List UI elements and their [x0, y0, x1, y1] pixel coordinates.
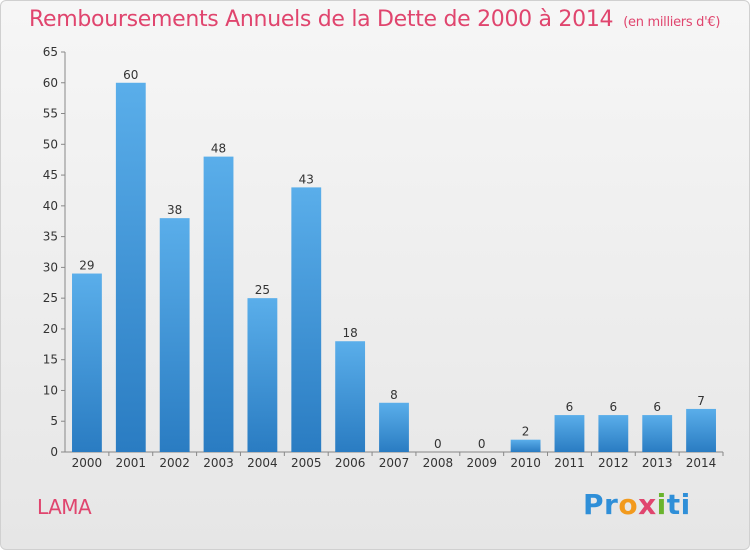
y-tick-label: 25: [43, 291, 58, 305]
x-tick-label: 2012: [598, 456, 629, 470]
bar-2007[interactable]: [379, 402, 409, 452]
y-tick-label: 5: [50, 414, 58, 428]
commune-name: LAMA: [37, 495, 92, 519]
data-label-2014: 7: [697, 394, 705, 408]
y-tick-label: 40: [43, 199, 58, 213]
data-label-2000: 29: [79, 259, 94, 273]
x-tick-label: 2009: [466, 456, 497, 470]
data-label-2013: 6: [653, 400, 661, 414]
x-tick-label: 2005: [291, 456, 322, 470]
data-label-2011: 6: [566, 400, 574, 414]
y-tick-label: 10: [43, 383, 58, 397]
x-tick-label: 2014: [686, 456, 717, 470]
data-label-2006: 18: [342, 326, 357, 340]
bar-2011[interactable]: [554, 415, 585, 452]
bar-2006[interactable]: [335, 341, 366, 452]
bar-2012[interactable]: [598, 415, 629, 452]
x-tick-label: 2011: [554, 456, 585, 470]
logo-part: o: [618, 488, 639, 521]
y-tick-label: 20: [43, 322, 58, 336]
x-axis: 2000 2001 2002 2003 2004 2005 2006 2007 2008 2009…: [65, 451, 724, 470]
y-tick-label: 50: [43, 137, 58, 151]
y-axis: 0 5 10 15 20 25 30 35 40 45 50 55 60 65: [43, 45, 66, 459]
bar-2010[interactable]: [510, 439, 541, 452]
bar-2004[interactable]: [247, 298, 278, 452]
x-tick-label: 2008: [423, 456, 454, 470]
y-tick-label: 0: [50, 445, 58, 459]
data-label-2002: 38: [167, 203, 182, 217]
y-tick-label: 55: [43, 107, 58, 121]
logo-part: ti: [666, 488, 691, 521]
y-tick-label: 30: [43, 260, 58, 274]
data-labels: 29 60 38 48 25 43 18 8 0 0 2 6 6 6 7: [79, 68, 705, 451]
x-tick-label: 2002: [159, 456, 190, 470]
x-tick-label: 2006: [335, 456, 366, 470]
data-label-2007: 8: [390, 388, 398, 402]
bar-2005[interactable]: [291, 187, 322, 452]
data-label-2008: 0: [434, 437, 442, 451]
bars: [72, 82, 716, 453]
bar-2001[interactable]: [115, 82, 146, 453]
data-label-2001: 60: [123, 68, 138, 82]
y-tick-label: 60: [43, 76, 58, 90]
x-tick-label: 2001: [116, 456, 147, 470]
logo-part: x: [638, 488, 657, 521]
bar-2013[interactable]: [642, 415, 673, 452]
data-label-2005: 43: [299, 172, 314, 186]
y-tick-label: 35: [43, 230, 58, 244]
data-label-2010: 2: [522, 425, 530, 439]
logo-part: i: [656, 488, 667, 521]
y-tick-label: 15: [43, 353, 58, 367]
x-tick-label: 2004: [247, 456, 278, 470]
data-label-2012: 6: [610, 400, 618, 414]
x-tick-label: 2013: [642, 456, 673, 470]
chart-title: Remboursements Annuels de la Dette de 20…: [29, 7, 720, 32]
y-tick-label: 45: [43, 168, 58, 182]
data-label-2004: 25: [255, 283, 270, 297]
bar-2000[interactable]: [72, 273, 102, 452]
data-label-2009: 0: [478, 437, 486, 451]
bar-2002[interactable]: [159, 218, 190, 452]
chart-title-text: Remboursements Annuels de la Dette de 20…: [29, 7, 614, 32]
x-tick-label: 2007: [379, 456, 410, 470]
x-tick-label: 2010: [510, 456, 541, 470]
bar-2014[interactable]: [686, 408, 716, 452]
data-label-2003: 48: [211, 142, 226, 156]
x-tick-label: 2003: [203, 456, 234, 470]
proxiti-logo[interactable]: Proxiti: [583, 488, 691, 521]
chart-subtitle: (en milliers d'€): [623, 15, 721, 30]
logo-part: Pr: [583, 488, 619, 521]
bar-2003[interactable]: [203, 156, 234, 452]
x-tick-label: 2000: [72, 456, 103, 470]
y-tick-label: 65: [43, 45, 58, 59]
